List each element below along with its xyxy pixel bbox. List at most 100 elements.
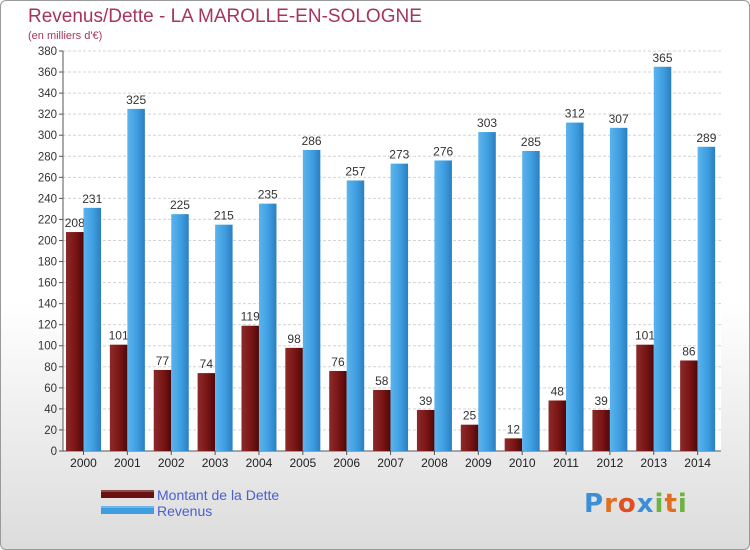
y-tick-label: 340 xyxy=(38,88,57,100)
data-label: 119 xyxy=(241,310,260,324)
legend-label-revenus: Revenus xyxy=(157,503,213,519)
data-label: 312 xyxy=(565,107,585,121)
data-label: 12 xyxy=(507,422,521,436)
x-tick-label: 2008 xyxy=(421,456,448,470)
y-tick-label: 360 xyxy=(38,67,57,79)
y-tick-label: 120 xyxy=(38,320,57,332)
data-label: 48 xyxy=(551,384,565,398)
data-label: 307 xyxy=(609,112,629,126)
bar-revenus xyxy=(258,203,277,451)
y-tick-label: 240 xyxy=(38,193,57,205)
x-tick-label: 2001 xyxy=(114,456,141,470)
x-tick-label: 2010 xyxy=(509,456,536,470)
y-tick-label: 40 xyxy=(44,404,57,416)
chart-subtitle: (en milliers d'€) xyxy=(28,30,103,42)
y-tick-label: 0 xyxy=(51,446,57,458)
x-tick-label: 2014 xyxy=(684,456,711,470)
x-tick-label: 2006 xyxy=(333,456,360,470)
bar-revenus xyxy=(171,214,189,451)
data-label: 289 xyxy=(696,131,716,145)
bar-dette xyxy=(66,232,84,451)
y-tick-label: 380 xyxy=(38,46,57,58)
bar-revenus xyxy=(390,163,409,451)
y-tick-label: 220 xyxy=(38,214,57,226)
bar-revenus xyxy=(302,149,321,451)
data-label: 86 xyxy=(682,344,696,358)
y-tick-label: 100 xyxy=(38,341,57,353)
data-label: 276 xyxy=(433,144,453,158)
x-tick-label: 2003 xyxy=(202,456,229,470)
legend-swatch-dette xyxy=(101,490,154,498)
y-tick-label: 180 xyxy=(38,257,57,269)
bar-revenus xyxy=(215,224,233,451)
bar-revenus xyxy=(478,132,496,452)
logo-letter: t xyxy=(664,489,678,519)
bar-revenus xyxy=(566,122,584,451)
y-tick-label: 160 xyxy=(38,278,57,290)
x-tick-label: 2009 xyxy=(465,456,492,470)
data-label: 235 xyxy=(258,188,278,202)
bar-revenus xyxy=(346,180,365,451)
x-tick-label: 2007 xyxy=(377,456,404,470)
x-tick-label: 2000 xyxy=(70,456,97,470)
data-label: 231 xyxy=(82,192,102,206)
y-tick-label: 260 xyxy=(38,172,57,184)
x-tick-label: 2012 xyxy=(597,456,624,470)
data-label: 101 xyxy=(635,329,655,343)
bar-dette xyxy=(548,400,567,451)
bar-dette xyxy=(504,438,523,451)
data-label: 76 xyxy=(331,355,345,369)
bar-dette xyxy=(197,373,216,451)
y-tick-label: 20 xyxy=(44,425,57,437)
x-tick-label: 2005 xyxy=(289,456,316,470)
legend-label-dette: Montant de la Dette xyxy=(157,487,280,503)
data-label: 286 xyxy=(302,134,322,148)
data-label: 257 xyxy=(345,164,365,178)
bar-revenus xyxy=(653,66,672,451)
legend-swatch-revenus xyxy=(101,506,154,514)
data-label: 39 xyxy=(419,394,433,408)
bar-dette xyxy=(373,389,391,451)
data-label: 98 xyxy=(287,332,301,346)
data-label: 325 xyxy=(126,93,146,107)
x-tick-label: 2011 xyxy=(553,456,579,470)
bar-dette xyxy=(241,325,259,451)
logo-letter: x xyxy=(636,489,655,519)
data-label: 273 xyxy=(389,148,409,162)
logo-letter: i xyxy=(677,489,688,519)
data-label: 285 xyxy=(521,135,541,149)
data-label: 74 xyxy=(200,357,214,371)
x-tick-label: 2004 xyxy=(246,456,273,470)
bar-dette xyxy=(109,344,128,451)
x-tick-label: 2013 xyxy=(640,456,667,470)
y-tick-label: 280 xyxy=(38,151,57,163)
logo-letter: o xyxy=(617,489,637,519)
data-label: 25 xyxy=(463,409,477,423)
y-tick-label: 60 xyxy=(44,383,57,395)
bar-revenus xyxy=(697,146,716,451)
bar-revenus xyxy=(127,108,145,451)
bar-dette xyxy=(285,347,303,451)
bar-dette xyxy=(460,424,479,451)
bar-revenus xyxy=(522,151,540,451)
bar-dette xyxy=(592,409,610,451)
data-label: 39 xyxy=(594,394,608,408)
data-label: 215 xyxy=(214,209,234,223)
bar-revenus xyxy=(434,160,452,451)
logo-letter: r xyxy=(604,489,618,519)
data-label: 365 xyxy=(653,51,673,65)
data-label: 77 xyxy=(156,354,170,368)
bar-dette xyxy=(636,344,654,451)
data-label: 101 xyxy=(109,329,129,343)
y-tick-label: 80 xyxy=(44,362,57,374)
logo-letter: i xyxy=(654,489,665,519)
bar-dette xyxy=(680,360,698,451)
y-tick-label: 300 xyxy=(38,130,57,142)
bar-dette xyxy=(329,371,347,451)
data-label: 303 xyxy=(477,116,497,130)
proxiti-logo: Proxiti xyxy=(584,489,688,519)
data-label: 225 xyxy=(170,198,190,212)
logo-letter: P xyxy=(584,489,605,519)
